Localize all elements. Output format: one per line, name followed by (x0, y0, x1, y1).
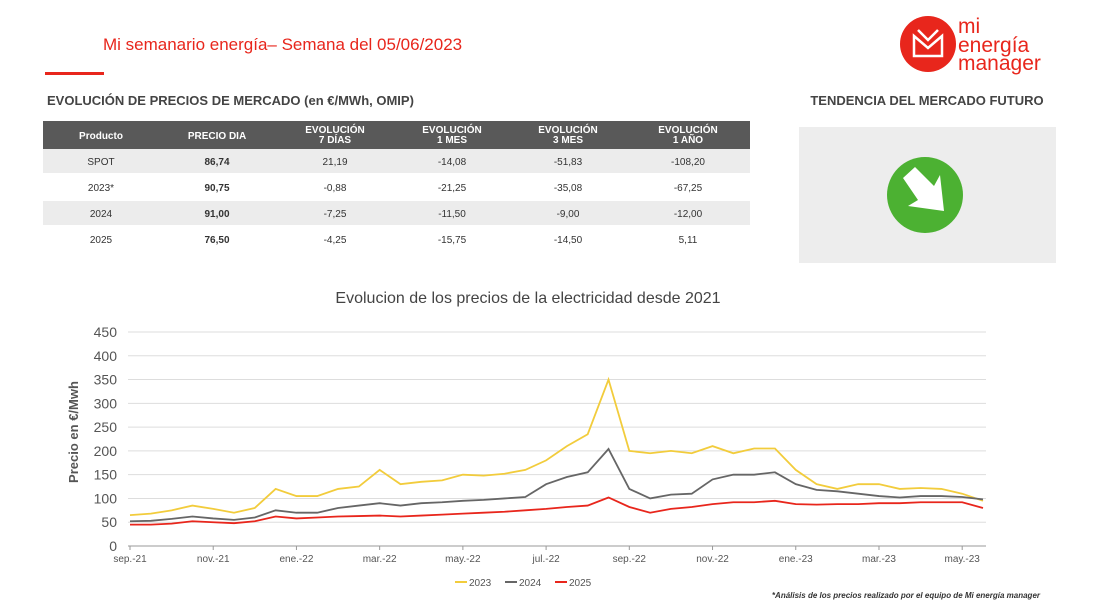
x-tick-label: nov.-22 (696, 554, 729, 565)
y-tick-label: 400 (94, 348, 118, 364)
table-cell: -12,00 (674, 209, 703, 220)
column-header: 1 AÑO (673, 133, 703, 146)
table-cell: 2023* (88, 183, 114, 194)
logo-text: energía (958, 34, 1030, 57)
table-cell: 91,00 (204, 209, 229, 220)
column-header: EVOLUCIÓN (422, 123, 481, 136)
table-cell: -11,50 (438, 209, 466, 220)
y-tick-label: 0 (109, 538, 117, 554)
table-cell: -4,25 (324, 235, 347, 246)
x-tick-label: mar.-23 (862, 554, 896, 565)
y-axis-label: Precio en €/Mwh (66, 381, 81, 483)
table-cell: -9,00 (557, 209, 580, 220)
page-title: Mi semanario energía– Semana del 05/06/2… (103, 35, 462, 54)
table-cell: -108,20 (671, 157, 705, 168)
table-header-bg (43, 121, 750, 149)
series-line (129, 447, 984, 523)
table-cell: 90,75 (204, 183, 229, 194)
column-header: 7 DÍAS (319, 133, 352, 146)
trend-title: TENDENCIA DEL MERCADO FUTURO (810, 93, 1043, 108)
x-tick-label: sep.-22 (613, 554, 647, 565)
table-cell: -21,25 (438, 183, 467, 194)
column-header: EVOLUCIÓN (305, 123, 364, 136)
title-underline (45, 72, 104, 75)
table-cell: -67,25 (674, 183, 703, 194)
table-cell: 76,50 (204, 235, 229, 246)
column-header: 3 MES (553, 135, 583, 146)
table-cell: SPOT (87, 157, 114, 168)
x-tick-label: may.-23 (944, 554, 980, 565)
chart-title: Evolucion de los precios de la electrici… (335, 290, 720, 307)
table-cell: -35,08 (554, 183, 583, 194)
logo-circle (900, 16, 956, 72)
x-tick-label: sep.-21 (113, 554, 147, 565)
table-row-bg (43, 149, 750, 173)
series-line (130, 496, 984, 526)
column-header: PRECIO DIA (188, 131, 246, 142)
x-tick-label: ene.-23 (779, 554, 813, 565)
y-tick-label: 100 (94, 490, 118, 506)
y-tick-label: 450 (94, 324, 118, 340)
x-tick-label: may.-22 (445, 554, 481, 565)
footnote: *Análisis de los precios realizado por e… (772, 591, 1041, 600)
table-cell: -14,08 (438, 157, 467, 168)
table-cell: 5,11 (679, 235, 698, 246)
table-cell: 21,19 (322, 157, 347, 168)
y-tick-label: 250 (94, 419, 118, 435)
y-tick-label: 150 (94, 467, 118, 483)
table-row-bg (43, 201, 750, 225)
y-tick-label: 350 (94, 372, 118, 388)
x-tick-label: mar.-22 (363, 554, 397, 565)
table-cell: 2024 (90, 209, 113, 220)
table-cell: -7,25 (324, 209, 347, 220)
column-header: 1 MES (437, 135, 467, 146)
x-tick-label: nov.-21 (197, 554, 230, 565)
column-header: EVOLUCIÓN (658, 123, 717, 136)
y-tick-label: 50 (101, 514, 117, 530)
table-cell: -14,50 (554, 235, 583, 246)
column-header: EVOLUCIÓN (538, 123, 597, 136)
legend-label: 2023 (469, 578, 492, 589)
table-cell: -51,83 (554, 157, 583, 168)
x-tick-label: ene.-22 (279, 554, 313, 565)
table-cell: -15,75 (438, 235, 467, 246)
series-line (129, 376, 984, 516)
x-tick-label: jul.-22 (531, 554, 560, 565)
logo-icon (912, 29, 944, 58)
legend-label: 2025 (569, 578, 592, 589)
logo-text: mi (958, 15, 980, 38)
table-cell: 2025 (90, 235, 113, 246)
table-cell: 86,74 (204, 157, 229, 168)
legend-label: 2024 (519, 578, 542, 589)
column-header: Producto (79, 131, 123, 142)
table-cell: -0,88 (324, 183, 347, 194)
logo-text: manager (958, 52, 1041, 75)
y-tick-label: 200 (94, 443, 118, 459)
table-title: EVOLUCIÓN DE PRECIOS DE MERCADO (en €/MW… (47, 93, 414, 108)
trend-arrow (903, 167, 944, 211)
y-tick-label: 300 (94, 395, 118, 411)
